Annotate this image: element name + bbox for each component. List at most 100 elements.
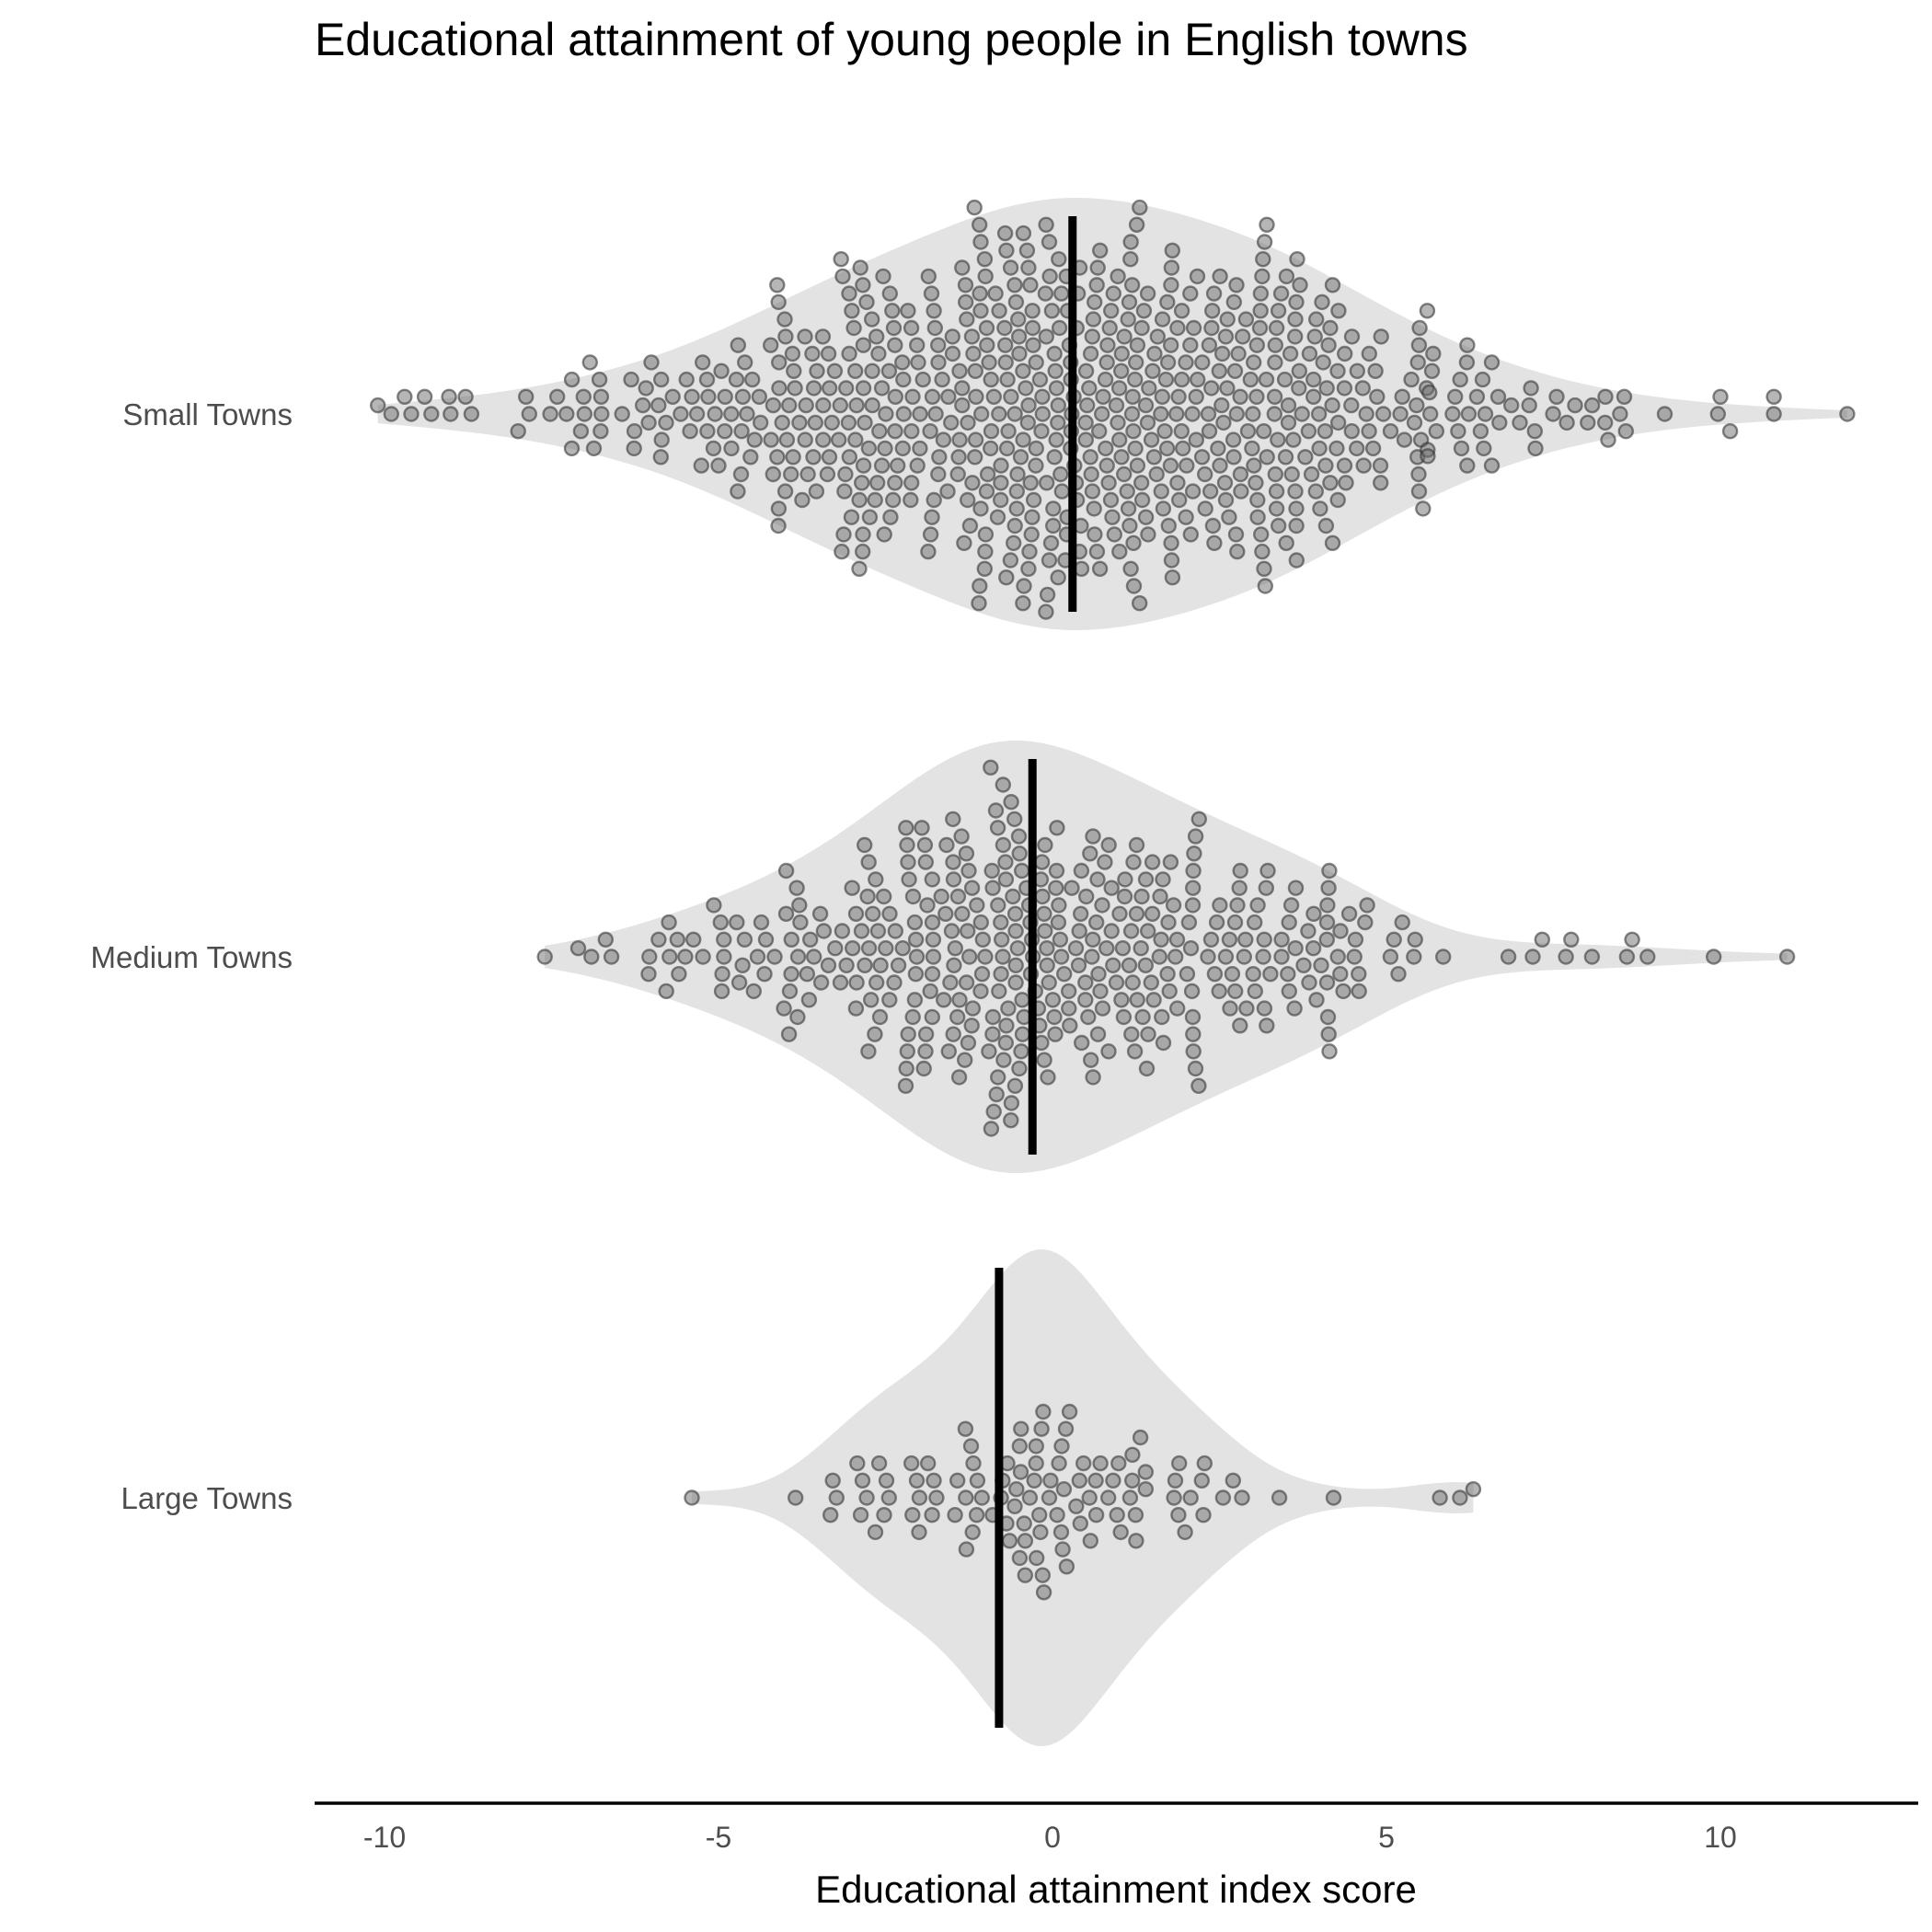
data-point	[569, 939, 587, 957]
data-point	[1006, 517, 1023, 535]
data-point	[1128, 836, 1145, 854]
data-point	[1317, 457, 1334, 474]
data-point	[987, 285, 1004, 302]
data-point	[1319, 897, 1336, 914]
data-point	[1174, 440, 1191, 457]
data-point	[1307, 311, 1325, 328]
data-point	[951, 431, 968, 448]
data-point	[1765, 388, 1782, 405]
data-point	[908, 949, 926, 965]
data-point	[1721, 423, 1739, 440]
data-point	[1034, 1567, 1052, 1583]
data-point	[903, 1455, 920, 1472]
data-point	[1110, 380, 1128, 397]
data-point	[1072, 1515, 1089, 1532]
data-point	[868, 974, 885, 991]
data-point	[1280, 965, 1296, 983]
data-point	[1270, 303, 1287, 319]
data-point	[1200, 949, 1216, 965]
data-point	[1259, 1018, 1275, 1034]
data-point	[983, 862, 1000, 880]
data-point	[1534, 931, 1551, 948]
data-point	[1432, 1489, 1448, 1506]
data-point	[1106, 526, 1123, 543]
data-point	[1071, 923, 1087, 939]
data-point	[973, 965, 991, 983]
data-point	[1313, 957, 1329, 974]
data-point	[860, 1043, 877, 1060]
data-point	[1025, 337, 1041, 353]
data-point	[1458, 354, 1476, 371]
data-point	[1087, 914, 1105, 931]
data-point	[1177, 1524, 1193, 1541]
data-point	[1158, 440, 1176, 457]
data-point	[954, 397, 971, 414]
data-point	[1206, 535, 1223, 551]
data-point	[1121, 517, 1138, 535]
data-point	[1082, 345, 1099, 362]
data-point	[1245, 354, 1262, 371]
data-point	[1190, 811, 1208, 828]
data-point	[1134, 1008, 1151, 1026]
data-point	[1131, 595, 1148, 612]
data-point	[847, 1000, 865, 1017]
data-point	[1179, 457, 1195, 474]
data-point	[626, 423, 643, 440]
data-point	[778, 431, 796, 448]
data-point	[736, 931, 753, 948]
data-point	[1452, 1489, 1468, 1506]
data-point	[989, 1069, 1006, 1086]
data-point	[937, 905, 954, 922]
data-point	[1465, 1480, 1482, 1498]
data-point	[1483, 354, 1501, 371]
data-point	[1252, 526, 1270, 543]
data-point	[798, 397, 814, 414]
data-point	[1273, 931, 1290, 948]
data-point	[1157, 371, 1175, 388]
data-point	[1317, 517, 1335, 535]
data-point	[1765, 406, 1782, 422]
data-point	[841, 285, 857, 302]
data-point	[1201, 337, 1218, 353]
data-point	[949, 466, 966, 483]
data-point	[1058, 1558, 1075, 1575]
data-point	[1014, 992, 1030, 1008]
data-point	[853, 923, 870, 939]
data-point	[1338, 475, 1354, 491]
data-point	[1034, 406, 1052, 422]
data-point	[777, 862, 795, 880]
data-point	[1229, 897, 1246, 914]
data-point	[852, 259, 868, 276]
data-point	[1210, 440, 1226, 457]
data-point	[1227, 526, 1245, 543]
data-point	[949, 1008, 966, 1026]
data-point	[710, 457, 727, 474]
data-point	[949, 888, 967, 905]
data-point	[1044, 517, 1062, 535]
data-point	[924, 1506, 940, 1524]
data-point	[713, 362, 730, 379]
data-point	[1237, 931, 1254, 948]
data-point	[972, 303, 989, 319]
data-point	[1256, 1000, 1273, 1017]
data-point	[1123, 1026, 1140, 1042]
data-point	[1105, 957, 1121, 974]
data-point	[1182, 285, 1199, 302]
data-point	[1052, 1524, 1070, 1541]
data-point	[1067, 939, 1085, 957]
data-point	[592, 423, 609, 440]
data-point	[1133, 319, 1150, 337]
data-point	[1086, 293, 1103, 311]
data-point	[1336, 380, 1353, 397]
data-point	[1061, 1000, 1077, 1017]
data-point	[1332, 923, 1349, 939]
data-point	[1170, 1506, 1187, 1524]
data-point	[943, 923, 960, 939]
data-point	[1001, 1533, 1018, 1549]
data-point	[542, 406, 558, 422]
data-point	[581, 354, 598, 371]
data-point	[661, 914, 677, 931]
data-point	[1162, 337, 1179, 353]
data-point	[977, 543, 994, 560]
data-point	[958, 974, 975, 991]
